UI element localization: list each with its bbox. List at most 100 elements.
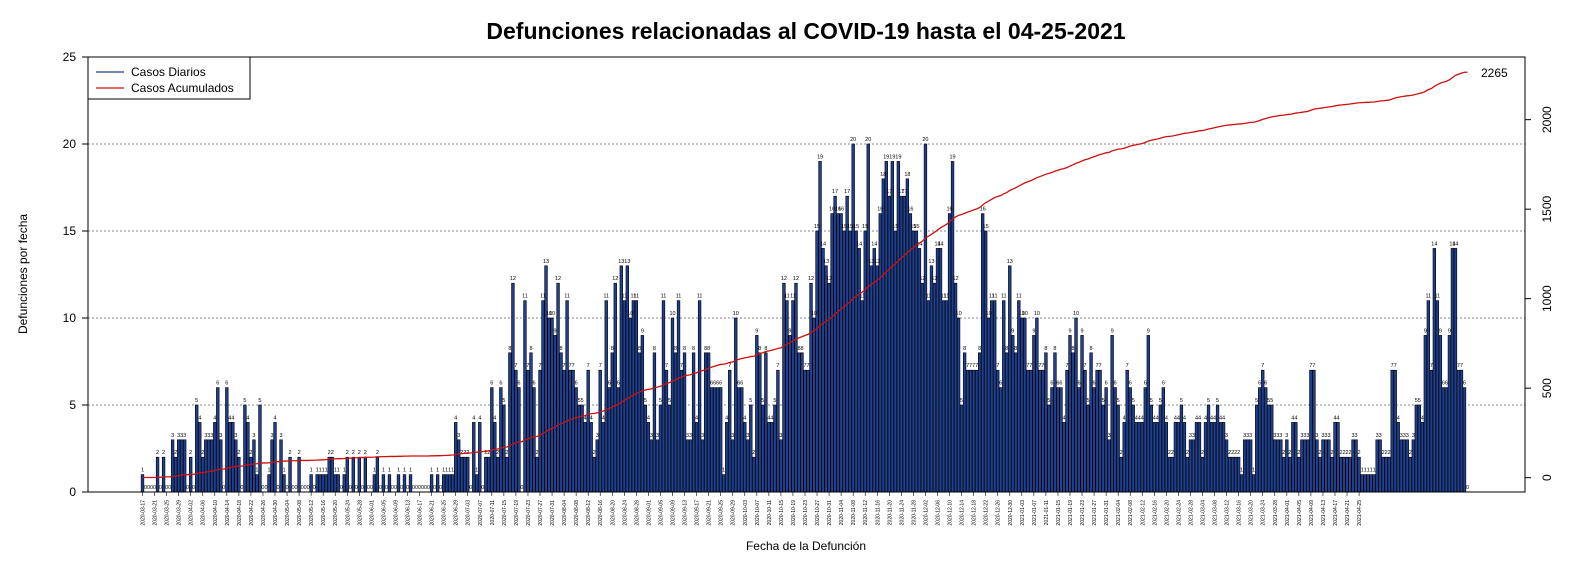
bar-value-label: 3 [207,433,210,439]
bar [935,248,940,493]
bar [866,143,870,493]
bar-value-label: 8 [1014,346,1017,352]
bar [1336,422,1340,493]
bar [610,352,614,493]
bar-value-label: 2 [1120,450,1123,456]
bar [821,248,825,493]
bar [926,300,931,493]
bar-value-label: 8 [508,346,511,352]
bar [1107,439,1111,493]
right-axis: 0 500 1000 1500 2000 [1525,106,1554,481]
bar [703,352,708,493]
bar-value-label: 4 [1421,415,1424,421]
x-tick-label: 2021-03-20 [1249,500,1255,526]
bar [1035,317,1039,493]
x-tick-label: 2020-06-05 [381,500,387,526]
bar [842,230,846,493]
bar-value-label: 8 [963,346,966,352]
x-tick-label: 2020-05-20 [333,500,339,526]
legend-label-daily: Casos Diarios [131,65,206,79]
y2-tick-label: 1000 [1540,285,1554,312]
bar [562,369,566,493]
bar [258,404,262,493]
bar [667,404,672,493]
bar-value-label: 3 [596,433,599,439]
x-tick-label: 2020-04-14 [225,500,231,526]
bar [207,439,211,493]
x-tick-label: 2021-01-23 [1080,500,1086,526]
bar [1456,369,1461,493]
bar-value-label: 10 [1022,311,1028,317]
bar-value-label: 9 [1011,328,1014,334]
bar-value-label: 3 [1300,433,1303,439]
bar-value-label: 2 [1186,450,1189,456]
bar [441,474,446,493]
bar [553,335,557,493]
bar-value-label: 19 [889,154,895,160]
x-tick-label: 2020-10-11 [767,500,773,525]
bar-value-label: 12 [612,276,618,282]
bar-value-label: 5 [195,398,198,404]
bar-value-label: 0 [469,485,472,491]
bar [487,456,491,493]
bar-value-label: 4 [1219,415,1222,421]
bar [1071,352,1075,493]
bar [725,422,729,493]
x-tick-label: 2020-11-28 [911,500,917,525]
bar-value-label: 5 [1102,398,1105,404]
bar [1258,387,1262,493]
bar-value-label: 5 [502,398,505,404]
x-tick-label: 2020-03-17 [141,500,147,526]
x-tick-label: 2020-11-12 [863,500,869,525]
bar [1399,439,1403,493]
bar [848,230,852,493]
bar-value-label: 19 [949,154,955,160]
x-tick-label: 2021-01-27 [1092,500,1098,526]
bar [1104,387,1108,493]
y2-tick-label: 2000 [1540,106,1554,133]
bar-value-label: 17 [901,189,907,195]
x-tick-label: 2021-03-24 [1261,500,1267,526]
bar-value-label: 0 [304,485,307,491]
bar-value-label: 6 [740,381,743,387]
bar-value-label: 2 [1282,450,1285,456]
bar-value-label: 4 [1183,415,1186,421]
bar-value-label: 2 [1339,450,1342,456]
x-tick-label: 2020-11-20 [887,500,893,525]
bar-value-label: 14 [916,241,922,247]
bar [225,387,229,493]
bar-value-label: 4 [472,415,475,421]
bar [619,265,623,493]
bar [1050,387,1054,493]
bar-value-label: 1 [403,468,406,474]
bar [658,404,663,493]
bar-value-label: 13 [874,259,880,265]
x-tick-label: 2020-10-03 [743,500,749,526]
bar-value-label: 13 [928,259,934,265]
bar-value-label: 0 [307,485,310,491]
bar [201,456,205,493]
bar-value-label: 4 [1222,415,1225,421]
bar-value-label: 5 [1047,398,1050,404]
x-tick-label: 2020-04-30 [273,500,279,526]
bar-value-label: 4 [478,415,481,421]
bar-value-label: 9 [1439,328,1442,334]
bar [1167,456,1172,493]
bar [1459,369,1464,493]
bar-value-label: 0 [186,485,189,491]
bar [318,474,322,493]
bar [1152,422,1156,493]
bar [1288,456,1292,493]
bar-value-label: 0 [349,485,352,491]
bar-value-label: 2 [298,450,301,456]
x-tick-label: 2020-10-15 [779,500,785,526]
bar-value-label: 1 [267,468,270,474]
bar [1098,369,1102,493]
bar-value-label: 3 [1403,433,1406,439]
bar [682,352,687,493]
bar-value-label: 4 [1062,415,1065,421]
bar [1369,474,1373,493]
x-tick-label: 2021-02-24 [1176,500,1182,526]
bar-value-label: 5 [1150,398,1153,404]
bar-value-label: 7 [1312,363,1315,369]
